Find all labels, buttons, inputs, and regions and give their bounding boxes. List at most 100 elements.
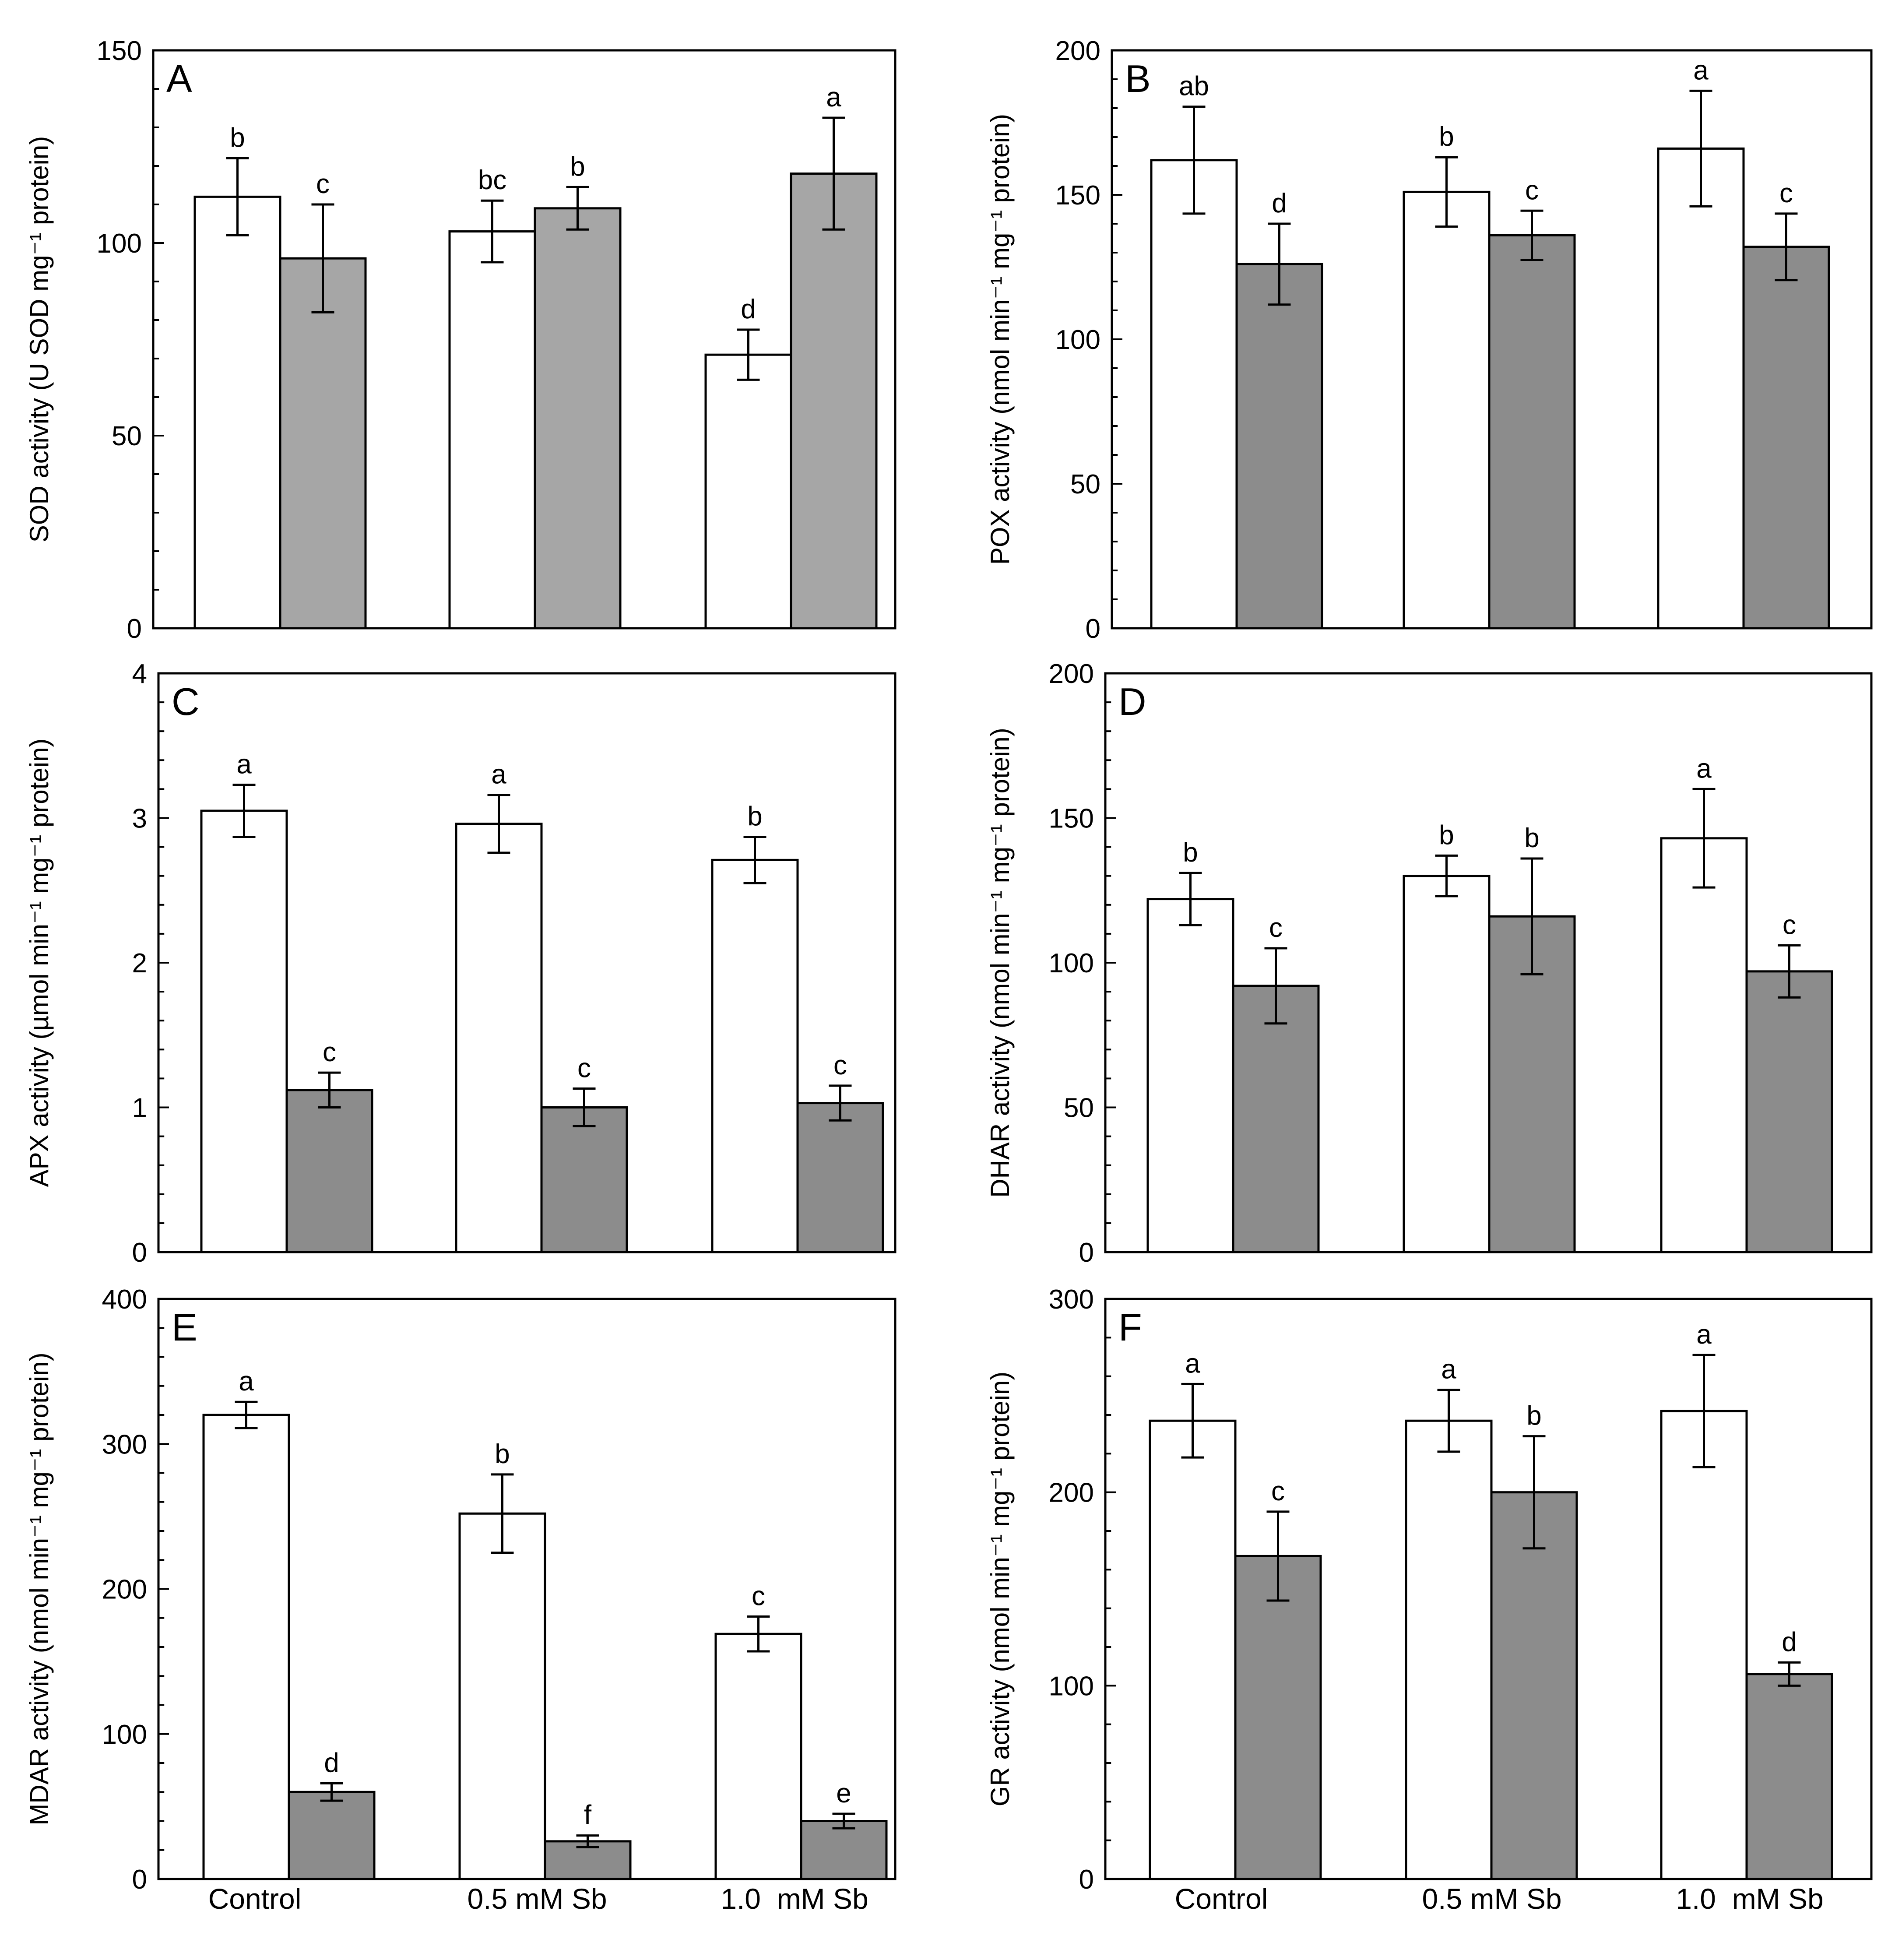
significance-label-d-0-0: b [1183, 837, 1198, 868]
panel-f: a a a c b d 0 100 200 300 F GR activity (nmol min⁻¹… [985, 1284, 1873, 1915]
error-bar-b-1-0 [1268, 222, 1291, 306]
error-bar-f-1-0 [1266, 1510, 1290, 1602]
significance-label-f-1-0: c [1271, 1476, 1285, 1506]
significance-label-c-1-2: c [833, 1050, 847, 1080]
significance-label-d-1-0: c [1269, 913, 1283, 943]
panel-letter-e: E [172, 1305, 197, 1349]
significance-label-e-1-0: d [324, 1748, 339, 1778]
significance-label-b-0-1: b [1439, 122, 1454, 152]
significance-label-c-0-1: a [491, 760, 506, 790]
significance-label-c-0-0: a [236, 749, 252, 779]
bar-c-white-1 [455, 823, 543, 1253]
error-bar-e-1-0 [320, 1782, 343, 1802]
significance-label-c-0-2: b [747, 801, 762, 831]
bar-b-white-2 [1657, 147, 1745, 630]
axes-frame-f [1104, 1298, 1873, 1880]
y-tick-label-e-2: 200 [102, 1575, 147, 1605]
bar-e-white-2 [714, 1633, 802, 1880]
y-tick-label-f-0: 0 [1079, 1865, 1094, 1895]
panel-a: b bc d c b a 0 50 100 150 A SOD activity (U SOD mg⁻… [25, 36, 897, 644]
y-axis-label-e: MDAR activity (nmol min⁻¹ mg⁻¹ protein) [25, 1352, 54, 1825]
bar-b-grey-2 [1742, 246, 1830, 630]
y-tick-label-e-4: 400 [102, 1284, 147, 1315]
y-tick-label-c-2: 2 [132, 948, 147, 978]
x-category-label-e-1: 0.5 mM Sb [467, 1883, 607, 1915]
y-tick-label-f-3: 300 [1049, 1284, 1094, 1315]
x-category-label-f-0: Control [1175, 1883, 1268, 1915]
y-tick-label-a-2: 100 [97, 229, 142, 259]
bar-b-grey-1 [1488, 234, 1576, 630]
x-category-label-f-2: 1.0 mM Sb [1676, 1883, 1823, 1915]
bar-b-grey-0 [1235, 263, 1323, 630]
bar-c-grey-2 [796, 1102, 884, 1253]
significance-label-f-1-2: d [1782, 1627, 1797, 1657]
bar-f-white-2 [1660, 1410, 1748, 1880]
panel-letter-a: A [166, 57, 192, 100]
significance-label-f-0-2: a [1696, 1320, 1712, 1350]
bar-f-white-1 [1405, 1419, 1493, 1880]
error-bar-d-1-2 [1778, 944, 1801, 999]
y-tick-label-d-4: 200 [1049, 659, 1094, 689]
y-axis-label-b: POX activity (nmol min⁻¹ mg⁻¹ protein) [985, 114, 1015, 565]
y-tick-label-e-3: 300 [102, 1429, 147, 1460]
bar-b-white-0 [1150, 159, 1238, 630]
error-bar-d-0-0 [1179, 872, 1202, 926]
bar-e-grey-2 [800, 1820, 888, 1880]
x-category-label-f-1: 0.5 mM Sb [1422, 1883, 1561, 1915]
x-category-label-e-0: Control [208, 1883, 302, 1915]
bar-e-grey-0 [288, 1791, 376, 1880]
bar-a-grey-0 [279, 257, 367, 630]
error-bar-b-0-2 [1689, 89, 1712, 208]
y-tick-label-d-2: 100 [1049, 948, 1094, 978]
significance-label-a-0-1: bc [478, 165, 506, 195]
bar-f-white-0 [1149, 1419, 1237, 1880]
panel-letter-d: D [1118, 680, 1146, 723]
panel-e: a b c d f e 0 100 200 300 400 E MDAR activity (nmol … [25, 1284, 897, 1915]
panel-b: ab b a d c c 0 50 100 150 200 B POX activity (nmol m… [985, 36, 1873, 644]
bar-d-white-2 [1660, 837, 1748, 1253]
error-bar-f-0-2 [1692, 1354, 1716, 1468]
significance-label-e-0-1: b [495, 1439, 510, 1469]
significance-label-e-0-2: c [752, 1581, 765, 1611]
significance-label-b-1-2: c [1779, 178, 1793, 208]
significance-label-d-0-2: a [1696, 753, 1712, 784]
y-tick-label-c-0: 0 [132, 1238, 147, 1268]
bar-a-grey-2 [790, 172, 878, 630]
bar-f-grey-1 [1490, 1491, 1578, 1880]
significance-label-c-1-1: c [577, 1053, 591, 1084]
error-bar-e-1-2 [832, 1812, 855, 1830]
significance-label-a-1-1: b [570, 151, 585, 182]
bar-c-white-2 [711, 859, 799, 1253]
error-bar-d-0-2 [1692, 788, 1716, 889]
y-tick-label-e-1: 100 [102, 1720, 147, 1750]
significance-label-a-1-0: c [316, 169, 330, 199]
bar-a-white-1 [448, 230, 536, 630]
y-axis-label-a: SOD activity (U SOD mg⁻¹ protein) [25, 136, 54, 543]
error-bar-e-0-1 [491, 1473, 514, 1554]
error-bar-c-1-0 [318, 1071, 341, 1108]
bar-e-white-0 [202, 1414, 290, 1880]
y-tick-label-b-4: 200 [1055, 36, 1100, 66]
error-bar-d-1-1 [1520, 857, 1543, 975]
error-bar-e-0-2 [747, 1615, 770, 1653]
significance-label-c-1-0: c [323, 1037, 336, 1067]
significance-label-a-0-2: d [741, 294, 756, 324]
error-bar-a-1-2 [822, 116, 845, 231]
significance-label-d-1-1: b [1524, 823, 1539, 853]
significance-label-d-0-1: b [1439, 820, 1454, 850]
error-bar-e-0-0 [235, 1401, 258, 1429]
error-bar-a-1-1 [566, 186, 589, 231]
error-bar-f-0-1 [1437, 1389, 1460, 1453]
bar-f-grey-2 [1745, 1673, 1833, 1880]
error-bar-d-1-0 [1264, 947, 1287, 1025]
significance-label-b-1-0: d [1272, 188, 1287, 218]
panel-letter-b: B [1125, 57, 1151, 100]
y-tick-label-f-2: 200 [1049, 1478, 1094, 1508]
significance-label-b-0-0: ab [1179, 71, 1209, 102]
bar-c-white-0 [200, 809, 288, 1253]
error-bar-b-1-2 [1775, 212, 1798, 282]
y-tick-label-a-1: 50 [112, 421, 142, 451]
error-bar-a-0-1 [481, 199, 504, 264]
y-axis-label-f: GR activity (nmol min⁻¹ mg⁻¹ protein) [985, 1372, 1015, 1807]
y-tick-label-d-3: 150 [1049, 804, 1094, 834]
